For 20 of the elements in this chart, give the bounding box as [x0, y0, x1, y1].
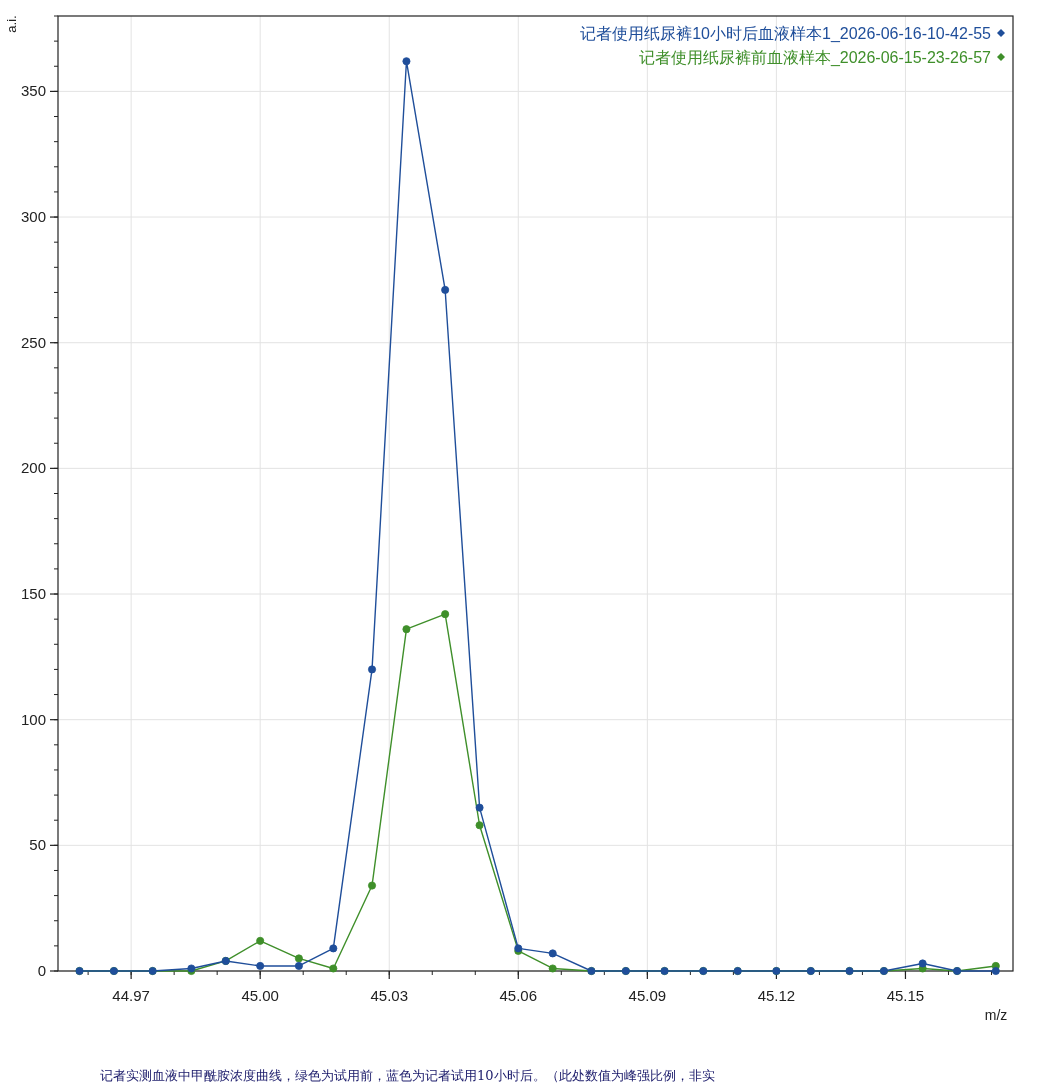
x-tick-label: 45.15 [886, 987, 925, 1004]
x-tick-label: 45.09 [628, 987, 667, 1004]
x-tick-label: 45.00 [241, 987, 279, 1004]
x-tick-label: 45.06 [499, 987, 538, 1004]
text: 记者实测血液中甲酰胺浓度曲线，绿色为试用前，蓝色为记者试用10小时后。（此处数值为峰强比例，非实 [100, 1068, 715, 1083]
y-tick-label: 100 [20, 710, 46, 728]
x-tick-label: 45.12 [757, 987, 796, 1004]
y-axis-title: a.i. [4, 15, 19, 33]
legend-label: 记者使用纸尿裤前血液样本_2026-06-15-23-26-57 [638, 49, 992, 67]
y-tick-label: 150 [20, 585, 46, 603]
legend-label: 记者使用纸尿裤10小时后血液样本1_2026-06-16-10-42-55 [580, 25, 992, 43]
y-tick-label: 350 [20, 82, 46, 100]
x-tick-label: 45.03 [370, 987, 409, 1004]
y-tick-label: 250 [20, 333, 46, 351]
y-tick-label: 0 [37, 962, 46, 979]
x-axis-title: m/z [984, 1007, 1008, 1023]
x-tick-label: 44.97 [112, 987, 150, 1004]
y-tick-label: 50 [29, 836, 46, 854]
y-tick-label: 300 [20, 208, 46, 226]
y-tick-label: 200 [20, 459, 46, 477]
